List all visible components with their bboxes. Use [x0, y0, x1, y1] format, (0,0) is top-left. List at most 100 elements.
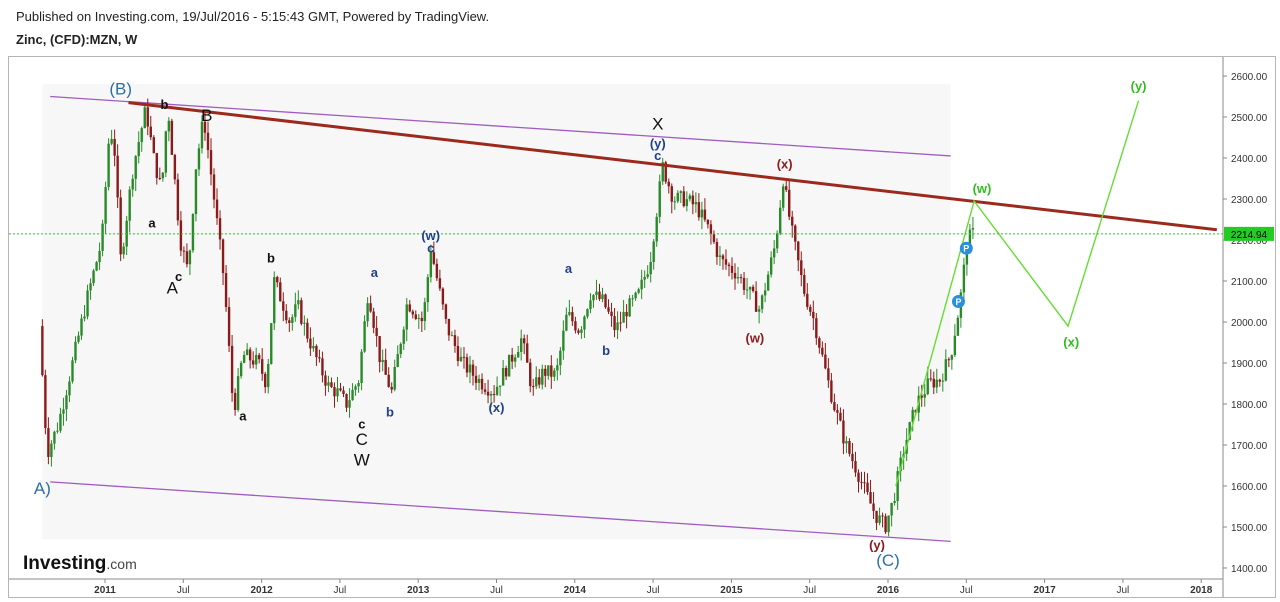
candle-down: [821, 347, 824, 355]
candle-up: [402, 329, 405, 344]
price-chart[interactable]: PP (B)bBaAcabcCWab(w)c(x)abX(y)c(x)(w)(y…: [9, 57, 1275, 597]
time-tick-label: 2013: [407, 585, 430, 596]
pivot-marker-label: P: [963, 244, 969, 254]
candle-down: [257, 355, 261, 360]
candle-down: [691, 195, 695, 205]
candle-up: [965, 253, 969, 265]
projection-path: [895, 100, 1140, 487]
candle-up: [59, 413, 62, 431]
candle-up: [688, 195, 692, 200]
candle-up: [935, 379, 938, 388]
wave-label: C: [356, 430, 368, 449]
time-tick-label: Jul: [647, 585, 660, 596]
price-tick-label: 2000.00: [1231, 318, 1268, 329]
wave-label: (w): [973, 181, 992, 196]
candle-down: [938, 379, 941, 382]
candle-down: [486, 391, 490, 396]
candle-up: [128, 189, 131, 221]
trend-lines: PP: [9, 100, 1223, 487]
candle-up: [393, 366, 396, 390]
candle-down: [248, 349, 252, 361]
shaded-region: [42, 84, 951, 540]
current-price-badge: 2214.94: [1224, 226, 1274, 241]
candle-up: [348, 400, 351, 408]
candle-up: [896, 471, 899, 502]
candle-up: [628, 298, 631, 317]
price-axis: 2600.00 2500.00 2400.00 2300.00 2200.00 2100.…: [1222, 57, 1274, 597]
candle-up: [941, 380, 945, 382]
candle-up: [89, 283, 92, 291]
logo-main-text: Investing: [23, 553, 106, 574]
candle-down: [390, 386, 393, 390]
candle-down: [848, 441, 851, 454]
candle-up: [631, 298, 634, 300]
price-tick-label: 2300.00: [1231, 195, 1268, 206]
wave-label: B: [201, 106, 212, 125]
candle-up: [899, 457, 902, 472]
price-tick-label: 1900.00: [1231, 359, 1268, 370]
candle-up: [887, 515, 890, 533]
candle-down: [212, 174, 216, 200]
candle-up: [649, 261, 652, 275]
candle-down: [282, 301, 285, 311]
candle-down: [372, 311, 375, 328]
candle-down: [321, 358, 324, 376]
published-info: Published on Investing.com, 19/Jul/2016 …: [16, 9, 490, 24]
candle-up: [459, 356, 463, 361]
candle-down: [170, 120, 174, 155]
candle-down: [863, 482, 866, 484]
candle-up: [673, 201, 676, 203]
candle-down: [667, 181, 670, 187]
candle-down: [818, 338, 821, 348]
wave-label: (w): [421, 228, 440, 243]
candle-up: [188, 250, 192, 265]
candle-up: [71, 360, 74, 382]
wave-label: c: [175, 269, 182, 284]
candle-down: [218, 218, 222, 240]
wave-label: W: [354, 451, 370, 470]
candle-up: [568, 312, 571, 315]
candle-up: [513, 357, 517, 362]
candle-down: [47, 428, 50, 457]
price-tick-label: 2400.00: [1231, 154, 1268, 165]
candle-down: [830, 380, 833, 403]
candle-down: [206, 132, 210, 151]
candle-down: [318, 357, 321, 359]
price-tick-label: 2600.00: [1231, 72, 1268, 83]
price-tick-label: 1700.00: [1231, 441, 1268, 452]
candle-down: [330, 382, 333, 388]
candle-up: [559, 350, 562, 366]
candle-up: [646, 274, 649, 277]
wave-label: (x): [489, 400, 505, 415]
candle-down: [607, 307, 610, 312]
candle-down: [881, 515, 884, 517]
candle-down: [754, 291, 758, 312]
candle-up: [110, 138, 113, 144]
candle-down: [387, 374, 390, 387]
candle-down: [619, 322, 622, 324]
candle-down: [179, 220, 183, 251]
candle-up: [769, 257, 773, 275]
candle-up: [104, 187, 107, 224]
candle-down: [947, 359, 951, 361]
candle-up: [273, 277, 276, 324]
candle-down: [300, 300, 303, 324]
candle-down: [712, 233, 716, 243]
time-axis: 2011 Jul 2012 Jul 2013 Jul 2014 Jul 2015 Jul 2016 J…: [9, 578, 1223, 596]
candle-up: [556, 365, 559, 371]
candle-up: [336, 388, 339, 397]
candle-up: [700, 209, 704, 218]
candle-down: [929, 378, 932, 380]
candle-up: [968, 229, 972, 254]
time-tick-label: Jul: [177, 585, 190, 596]
candle-up: [893, 501, 896, 503]
candle-down: [598, 291, 601, 300]
candle-up: [658, 181, 661, 217]
candle-down: [342, 390, 345, 395]
candle-up: [236, 376, 240, 410]
investing-logo: Investing.com: [23, 553, 137, 574]
channel-lines: [50, 95, 951, 542]
candle-up: [381, 359, 384, 363]
candle-up: [396, 354, 399, 367]
